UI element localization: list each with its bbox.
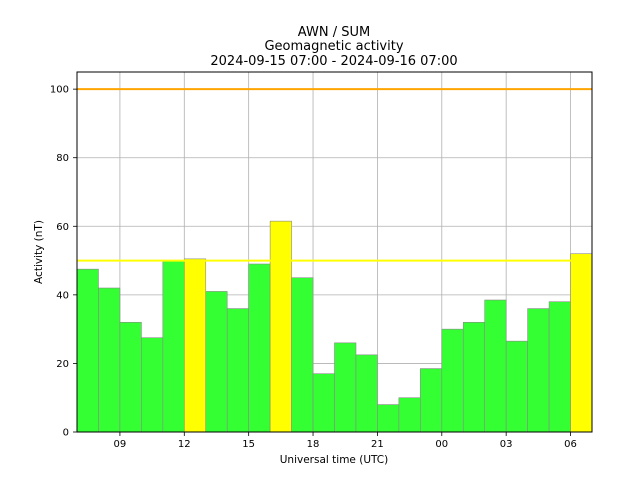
activity-bar	[420, 368, 443, 433]
y-axis-ticks: 0 20 40 60 80 100	[50, 85, 77, 439]
y-tick-label: 80	[56, 153, 69, 164]
x-tick-label: 00	[435, 439, 448, 450]
activity-bar	[548, 301, 571, 433]
activity-bar	[398, 397, 421, 433]
y-tick-label: 100	[50, 85, 69, 96]
activity-bar	[462, 321, 486, 433]
activity-bar	[162, 260, 185, 433]
x-tick-label: 09	[114, 439, 127, 450]
y-tick-label: 0	[63, 428, 69, 439]
bar-series	[76, 220, 593, 433]
x-tick-label: 03	[500, 439, 513, 450]
activity-bar	[205, 291, 228, 433]
x-tick-label: 18	[307, 439, 320, 450]
activity-bar	[269, 220, 292, 433]
chart-date-range: 2024-09-15 07:00 - 2024-09-16 07:00	[210, 54, 457, 69]
activity-bar	[377, 404, 400, 433]
activity-bar	[527, 308, 550, 433]
y-tick-label: 60	[56, 222, 69, 233]
activity-bar	[441, 328, 464, 433]
y-axis-label: Activity (nT)	[33, 220, 45, 284]
activity-bar	[355, 354, 378, 433]
activity-bar	[141, 337, 164, 433]
activity-bar	[98, 287, 121, 433]
x-tick-label: 06	[564, 439, 577, 450]
activity-bar	[183, 258, 207, 433]
activity-bar	[119, 321, 142, 433]
activity-bar	[291, 277, 314, 433]
y-tick-label: 20	[56, 359, 69, 370]
threshold-lines	[77, 88, 592, 262]
x-axis-ticks: 09 12 15 18 21 00 03 06	[114, 432, 577, 450]
activity-bar	[484, 299, 507, 433]
activity-bar	[570, 253, 593, 433]
chart-subtitle: Geomagnetic activity	[264, 39, 403, 54]
activity-bar	[334, 342, 357, 433]
x-axis-label: Universal time (UTC)	[280, 454, 388, 466]
x-tick-label: 15	[242, 439, 255, 450]
plot-frame	[76, 71, 593, 433]
x-tick-label: 21	[371, 439, 384, 450]
activity-bar	[248, 263, 271, 433]
activity-bar	[76, 268, 99, 433]
activity-bar	[505, 340, 528, 433]
x-tick-label: 12	[178, 439, 191, 450]
activity-bar	[226, 308, 249, 433]
chart-title: AWN / SUM	[298, 25, 370, 40]
activity-bar	[312, 373, 335, 433]
y-tick-label: 40	[56, 290, 69, 301]
